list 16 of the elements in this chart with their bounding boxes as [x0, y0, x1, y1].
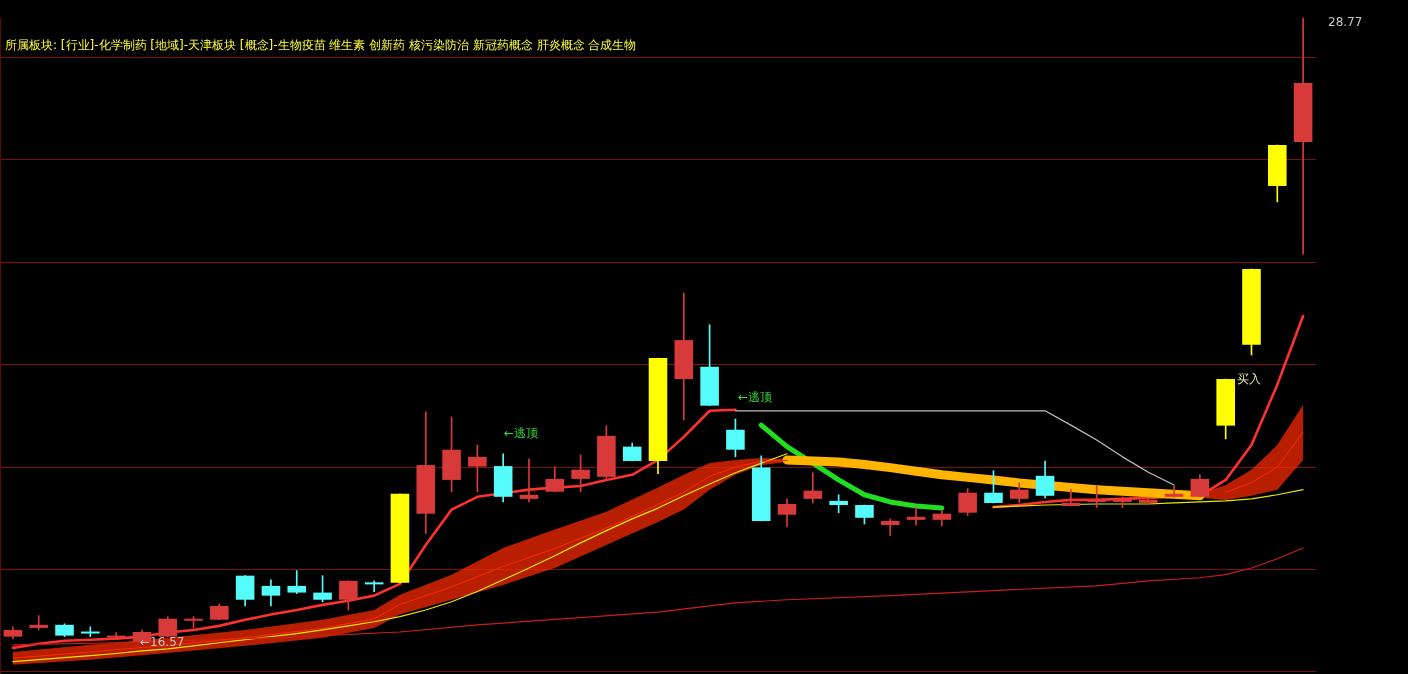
annotation: ←逃顶 [504, 426, 539, 441]
candlestick [906, 506, 926, 526]
text: 所属板块: [行业]-化学制药 [地域]-天津板块 [概念]-生物疫苗 维生素 创新药 核污染防治 新冠药概念 肝炎概念 合成生物 [5, 37, 637, 54]
candlestick [29, 615, 48, 631]
annotation: ←16.57 [140, 635, 185, 650]
candlestick [1293, 18, 1313, 255]
annotation: ←逃顶 [738, 390, 773, 405]
candlestick [364, 580, 384, 592]
candlestick [803, 472, 823, 504]
text: 28.77 [1328, 15, 1363, 30]
candlestick [1061, 489, 1081, 507]
candlestick [880, 518, 900, 537]
candlestick [81, 626, 100, 637]
annotation: 买入 [1237, 372, 1261, 387]
candlestick [106, 632, 126, 641]
candlestick [519, 458, 539, 503]
